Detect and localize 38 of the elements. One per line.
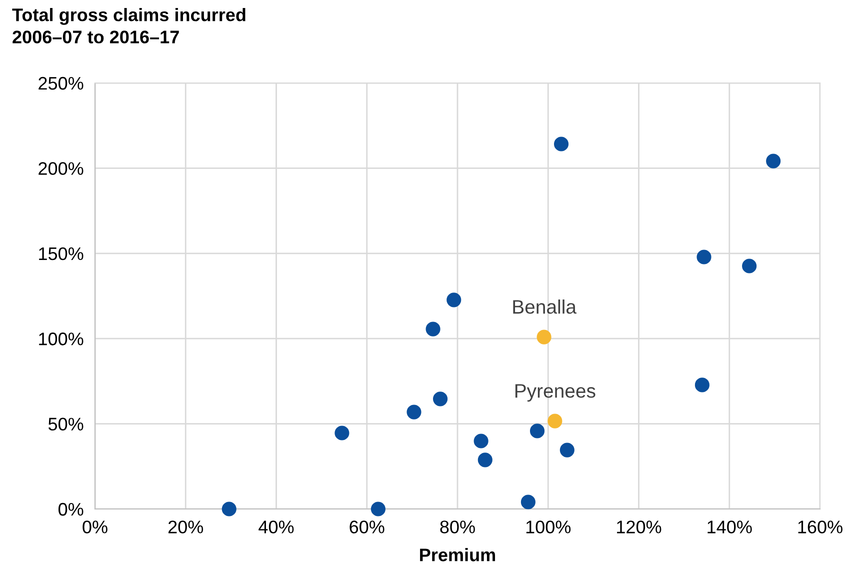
point xyxy=(222,502,236,516)
x-tick-label: 80% xyxy=(440,520,475,534)
point xyxy=(530,424,545,438)
x-tick-label: 60% xyxy=(350,520,384,534)
y-tick-label: 0% xyxy=(58,502,84,516)
point xyxy=(536,330,552,344)
annotation: Pyrenees xyxy=(515,384,596,402)
x-tick-label: 120% xyxy=(617,520,662,534)
x-tick-label: 20% xyxy=(168,520,204,534)
point xyxy=(694,378,710,392)
x-tick-label: 0% xyxy=(82,520,108,534)
point xyxy=(474,434,488,448)
x-tick-label: 160% xyxy=(798,520,842,534)
y-tick-label: 250% xyxy=(38,76,84,90)
point xyxy=(334,426,350,440)
point xyxy=(560,442,574,458)
point xyxy=(742,258,757,274)
x-axis-title: Premium xyxy=(420,548,496,562)
point xyxy=(548,414,562,428)
point xyxy=(520,494,536,510)
point xyxy=(554,136,569,152)
point xyxy=(433,392,448,406)
point xyxy=(766,154,781,168)
point xyxy=(696,250,712,264)
y-tick-label: 200% xyxy=(38,162,84,175)
point xyxy=(426,322,440,336)
y-tick-label: 100% xyxy=(39,332,84,346)
point xyxy=(370,502,386,516)
x-tick-label: 40% xyxy=(258,520,294,534)
chart-title: Total gross claims incurred 2006–07 to 2016–17 xyxy=(12,8,246,44)
annotation: Benalla xyxy=(513,299,576,314)
y-tick-label: 50% xyxy=(48,418,84,431)
point xyxy=(446,292,462,308)
y-tick-label: 150% xyxy=(39,247,84,260)
point xyxy=(406,404,422,420)
x-tick-label: 100% xyxy=(526,520,571,534)
point xyxy=(478,452,492,468)
x-tick-label: 140% xyxy=(708,520,752,534)
